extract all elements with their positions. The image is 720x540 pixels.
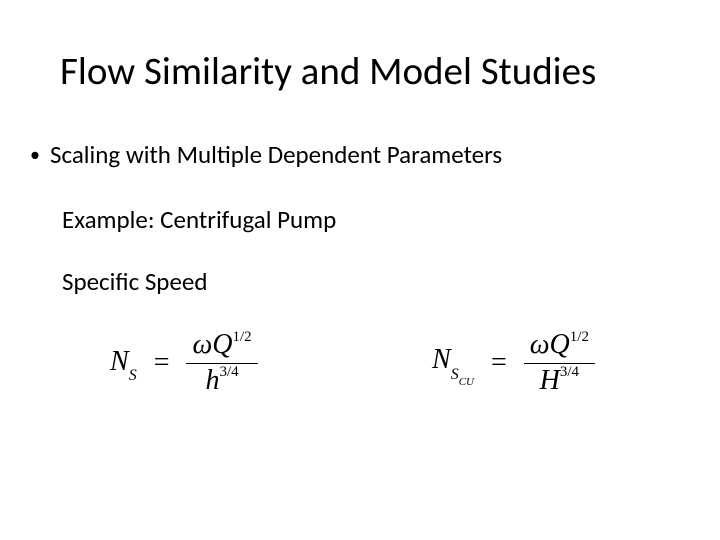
slide-title: Flow Similarity and Model Studies	[60, 48, 680, 95]
equation-ns: NS = ωQ1/2 h3/4	[110, 330, 258, 397]
slide: Flow Similarity and Model Studies • Scal…	[0, 0, 720, 540]
equals-icon: =	[481, 347, 517, 379]
eq2-Q: Q	[550, 329, 570, 360]
eq1-lhs: NS	[110, 346, 137, 382]
equals-icon: =	[144, 347, 180, 379]
equation-nscu: NSCU = ωQ1/2 H3/4	[432, 330, 595, 397]
eq1-h: h	[205, 365, 219, 396]
bullet-dot-icon: •	[30, 140, 40, 170]
eq2-num-exp: 1/2	[570, 329, 589, 345]
specific-speed-line: Specific Speed	[62, 266, 207, 297]
bullet-item: • Scaling with Multiple Dependent Parame…	[30, 140, 680, 170]
eq2-lhs-subsub: CU	[459, 376, 474, 388]
eq1-Q: Q	[212, 329, 232, 360]
eq1-lhs-sub: S	[129, 367, 137, 384]
eq2-fraction: ωQ1/2 H3/4	[524, 330, 595, 397]
eq2-lhs: NSCU	[432, 344, 474, 382]
eq1-omega: ω	[192, 329, 212, 360]
equations-area: NS = ωQ1/2 h3/4 NSCU = ωQ1/2	[0, 330, 720, 420]
eq2-den-exp: 3/4	[560, 364, 579, 380]
eq2-H: H	[540, 365, 560, 396]
eq2-denominator: H3/4	[524, 364, 595, 397]
eq2-lhs-var: N	[432, 344, 451, 375]
eq1-den-exp: 3/4	[219, 364, 238, 380]
eq1-numerator: ωQ1/2	[186, 330, 257, 364]
example-line: Example: Centrifugal Pump	[62, 204, 336, 235]
eq1-denominator: h3/4	[186, 364, 257, 397]
eq2-lhs-sub: SCU	[451, 366, 474, 383]
eq2-numerator: ωQ1/2	[524, 330, 595, 364]
bullet-text: Scaling with Multiple Dependent Paramete…	[50, 140, 502, 170]
eq1-fraction: ωQ1/2 h3/4	[186, 330, 257, 397]
eq1-num-exp: 1/2	[233, 329, 252, 345]
eq1-lhs-var: N	[110, 346, 129, 377]
eq2-omega: ω	[530, 329, 550, 360]
